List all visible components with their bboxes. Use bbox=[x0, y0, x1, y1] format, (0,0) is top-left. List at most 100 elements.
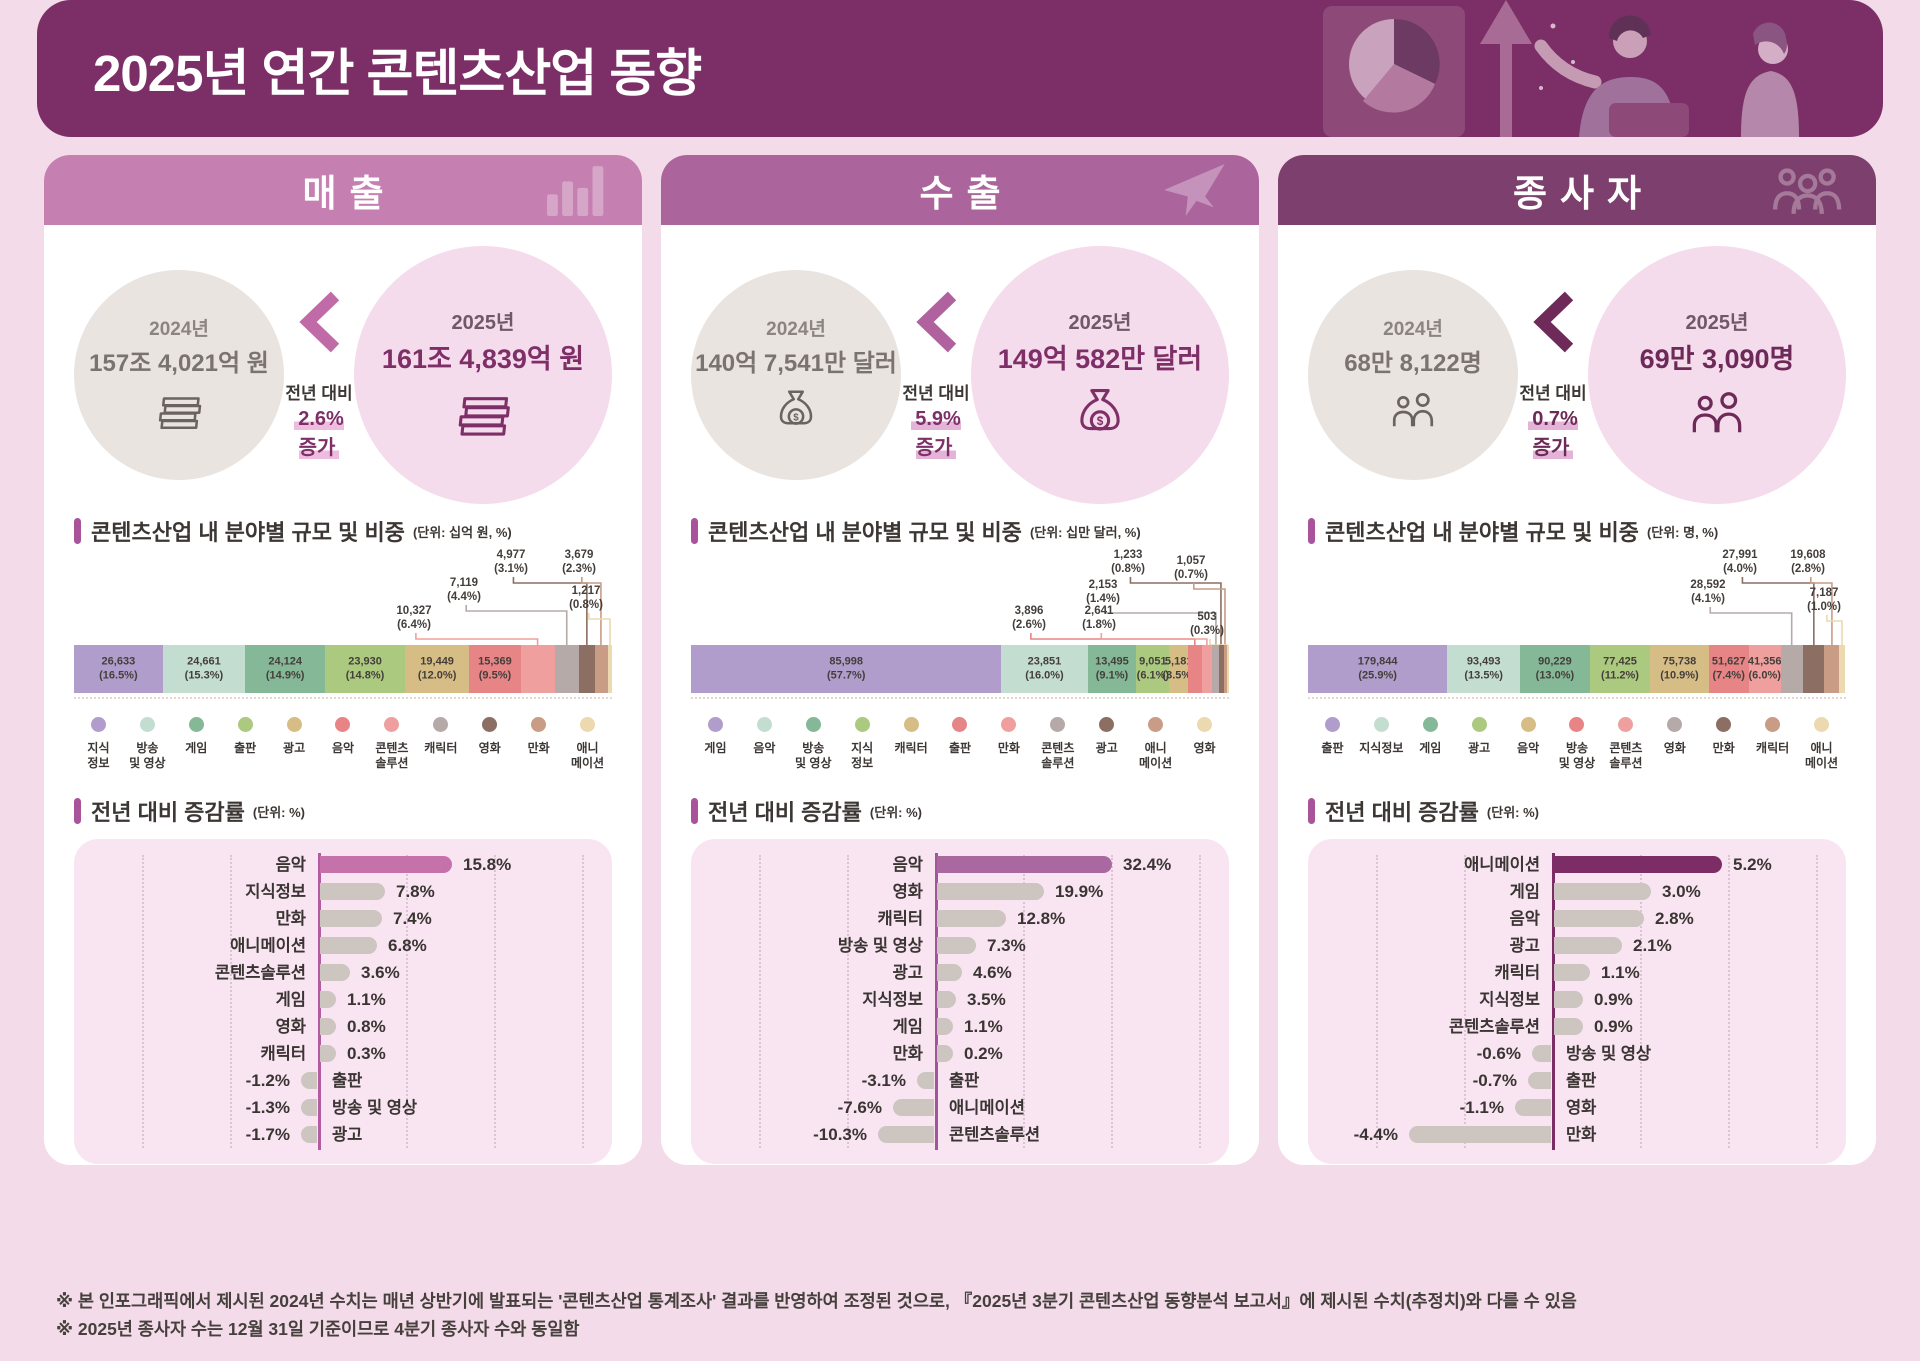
growth-chart: 애니메이션 5.2% 게임 3.0% 음악 2.8% 광고 2.1% 캐릭터 1.1% 지식정보 0.… bbox=[1308, 839, 1846, 1164]
curr-year-label: 2025년 bbox=[1685, 312, 1749, 334]
growth-value: -0.7% bbox=[1472, 1071, 1517, 1090]
legend-dot-icon bbox=[1422, 717, 1438, 732]
growth-axis bbox=[318, 853, 321, 1150]
section-marker bbox=[74, 518, 81, 544]
legend-item: 애니 메이션 bbox=[1797, 717, 1846, 779]
people-watermark-icon bbox=[1772, 168, 1841, 214]
legend-dot-icon bbox=[90, 717, 106, 732]
legend-dot-icon bbox=[1471, 717, 1487, 732]
legend: 게임 음악 방송 및 영상 지식 정보 캐릭터 출판 만화 콘텐츠 솔루션 광고 애니 메이션 영화 bbox=[691, 717, 1229, 779]
legend-dot-icon bbox=[384, 717, 400, 732]
chevron-left-icon bbox=[1533, 291, 1573, 352]
callout-zone: 1,233 (0.8%) 1,057 (0.7%) 2,153 (1.4%) 3,896 (2… bbox=[691, 549, 1229, 645]
growth-value: 1.1% bbox=[347, 990, 386, 1009]
growth-bar bbox=[1409, 1126, 1551, 1143]
growth-label: 음악 bbox=[275, 856, 306, 874]
curr-year-value: 149억 582만 달러 bbox=[997, 344, 1203, 374]
breakdown-title: 콘텐츠산업 내 분야별 규모 및 비중 (단위: 명, %) bbox=[1308, 515, 1846, 547]
growth-value: -0.6% bbox=[1476, 1044, 1521, 1063]
stacked-segment bbox=[1188, 645, 1203, 693]
growth-label: 만화 bbox=[892, 1045, 923, 1063]
legend-dot-icon bbox=[188, 717, 204, 732]
growth-label: 출판 bbox=[949, 1072, 980, 1090]
growth-label: 애니메이션 bbox=[230, 937, 306, 955]
panel-sales-header: 매출 bbox=[44, 155, 642, 225]
growth-label: 광고 bbox=[892, 964, 923, 982]
growth-label: 애니메이션 bbox=[949, 1099, 1025, 1117]
growth-label: 출판 bbox=[1566, 1072, 1597, 1090]
stacked-segment: 23,930 (14.8%) bbox=[325, 645, 405, 693]
legend-item: 만화 bbox=[514, 717, 563, 779]
section-marker bbox=[691, 798, 698, 824]
panel-export-body: 2024년 140억 7,541만 달러 $ 전년 대비 5.9% 증가 202… bbox=[661, 225, 1259, 1164]
segment-callout: 2,153 (1.4%) bbox=[1086, 579, 1120, 605]
legend-item: 애니 메이션 bbox=[563, 717, 612, 779]
growth-value: -1.3% bbox=[245, 1098, 290, 1117]
growth-bar bbox=[301, 1099, 317, 1116]
growth-value: 7.4% bbox=[393, 909, 432, 928]
legend-dot-icon bbox=[482, 717, 498, 732]
breakdown-title: 콘텐츠산업 내 분야별 규모 및 비중 (단위: 십만 달러, %) bbox=[691, 515, 1229, 547]
growth-value: 32.4% bbox=[1123, 855, 1172, 874]
legend-item: 광고 bbox=[1455, 717, 1504, 779]
legend-dot-icon bbox=[1569, 717, 1585, 732]
curr-year-value: 161조 4,839억 원 bbox=[381, 344, 585, 374]
growth-bar bbox=[1554, 937, 1622, 954]
legend-item: 영화 bbox=[1650, 717, 1699, 779]
growth-label: 캐릭터 bbox=[877, 910, 923, 928]
growth-bar bbox=[937, 964, 962, 981]
legend-item: 음악 bbox=[1504, 717, 1553, 779]
growth-label: 캐릭터 bbox=[260, 1045, 306, 1063]
panel-sales-body: 2024년 157조 4,021억 원 전년 대비 2.6% 증가 2025년 … bbox=[44, 225, 642, 1164]
stacked-segment: 13,495 (9.1%) bbox=[1087, 645, 1137, 693]
curr-year-value: 69만 3,090명 bbox=[1639, 344, 1795, 374]
growth-label: 지식정보 bbox=[862, 991, 923, 1009]
legend-item: 음악 bbox=[319, 717, 368, 779]
growth-value: 0.2% bbox=[964, 1044, 1003, 1063]
stacked-segment: 15,369 (9.5%) bbox=[469, 645, 521, 693]
growth-bar bbox=[301, 1072, 317, 1089]
legend-dot-icon bbox=[1765, 717, 1781, 732]
segment-callout: 3,896 (2.6%) bbox=[1012, 605, 1046, 631]
legend-item: 광고 bbox=[270, 717, 319, 779]
legend-item: 지식 정보 bbox=[74, 717, 123, 779]
growth-bar bbox=[320, 856, 452, 873]
change-value: 2.6% 증가 bbox=[284, 407, 354, 460]
growth-bar bbox=[937, 991, 956, 1008]
legend-item: 영화 bbox=[1180, 717, 1229, 779]
page-title: 2025년 연간 콘텐츠산업 동향 bbox=[93, 44, 702, 102]
legend-dot-icon bbox=[531, 717, 547, 732]
legend-item: 출판 bbox=[221, 717, 270, 779]
growth-value: 1.1% bbox=[964, 1017, 1003, 1036]
panel-export-header: 수출 bbox=[661, 155, 1259, 225]
prev-year-value: 140억 7,541만 달러 bbox=[695, 350, 897, 377]
growth-bar bbox=[320, 883, 385, 900]
legend-item: 콘텐츠 솔루션 bbox=[367, 717, 416, 779]
legend-item: 만화 bbox=[984, 717, 1033, 779]
legend-item: 캐릭터 bbox=[1748, 717, 1797, 779]
callout-leader-lines bbox=[1030, 577, 1228, 645]
change-value: 0.7% 증가 bbox=[1518, 407, 1588, 460]
stacked-segment bbox=[1202, 645, 1212, 693]
stacked-bar: 26,633 (16.5%) 24,661 (15.3%) 24,124 (14.9… bbox=[74, 645, 612, 693]
stacked-segment: 26,633 (16.5%) bbox=[74, 645, 163, 693]
legend: 출판 지식정보 게임 광고 음악 방송 및 영상 콘텐츠 솔루션 영화 만화 캐릭터 애니 메이션 bbox=[1308, 717, 1846, 779]
growth-value: 0.8% bbox=[347, 1017, 386, 1036]
growth-value: 3.0% bbox=[1662, 882, 1701, 901]
segment-callout: 28,592 (4.1%) bbox=[1690, 579, 1726, 605]
growth-bar bbox=[1554, 964, 1590, 981]
stacked-bar: 179,844 (25.9%) 93,493 (13.5%) 90,229 (13.… bbox=[1308, 645, 1846, 693]
growth-label: 만화 bbox=[1566, 1126, 1597, 1144]
change-indicator: 전년 대비 0.7% 증가 bbox=[1518, 291, 1588, 460]
legend-dot-icon bbox=[1618, 717, 1634, 732]
growth-label: 게임 bbox=[892, 1018, 923, 1036]
stacked-segment: 9,051 (6.1%) bbox=[1136, 645, 1170, 693]
stacked-segment bbox=[520, 645, 555, 693]
legend-item: 방송 및 영상 bbox=[789, 717, 838, 779]
growth-title: 전년 대비 증감률 (단위: %) bbox=[691, 795, 1229, 827]
prev-year-value: 157조 4,021억 원 bbox=[89, 350, 269, 377]
stacked-segment bbox=[1780, 645, 1803, 693]
growth-bar bbox=[320, 1045, 336, 1062]
growth-bar bbox=[1532, 1045, 1551, 1062]
panel-workers: 종사자 2024년 68만 8,122명 전년 대비 0.7% 증가 2025년… bbox=[1278, 155, 1876, 1165]
